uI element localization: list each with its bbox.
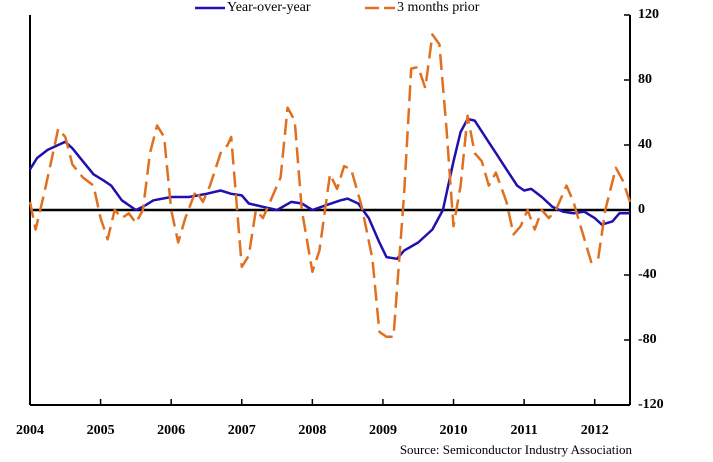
- x-tick-label: 2005: [87, 423, 115, 438]
- y-tick-label: -120: [638, 397, 664, 412]
- series-line: [28, 33, 632, 339]
- y-tick-label: -40: [638, 267, 657, 282]
- x-tick-label: 2010: [440, 423, 468, 438]
- x-tick-label: 2008: [298, 423, 326, 438]
- y-tick-label: 80: [638, 72, 652, 87]
- source-note: Source: Semiconductor Industry Associati…: [400, 442, 633, 457]
- x-tick-label: 2004: [16, 423, 44, 438]
- legend-label: Year-over-year: [227, 0, 311, 15]
- x-tick-label: 2006: [157, 423, 185, 438]
- x-tick-label: 2009: [369, 423, 397, 438]
- y-tick-label: 40: [638, 137, 652, 152]
- y-tick-label: -80: [638, 332, 657, 347]
- series-line: [28, 117, 630, 261]
- legend-label: 3 months prior: [397, 0, 480, 15]
- y-tick-label: 120: [638, 7, 659, 22]
- x-tick-label: 2012: [581, 423, 609, 438]
- x-tick-label: 2007: [228, 423, 256, 438]
- x-tick-label: 2011: [511, 423, 538, 438]
- y-tick-label: 0: [638, 202, 645, 217]
